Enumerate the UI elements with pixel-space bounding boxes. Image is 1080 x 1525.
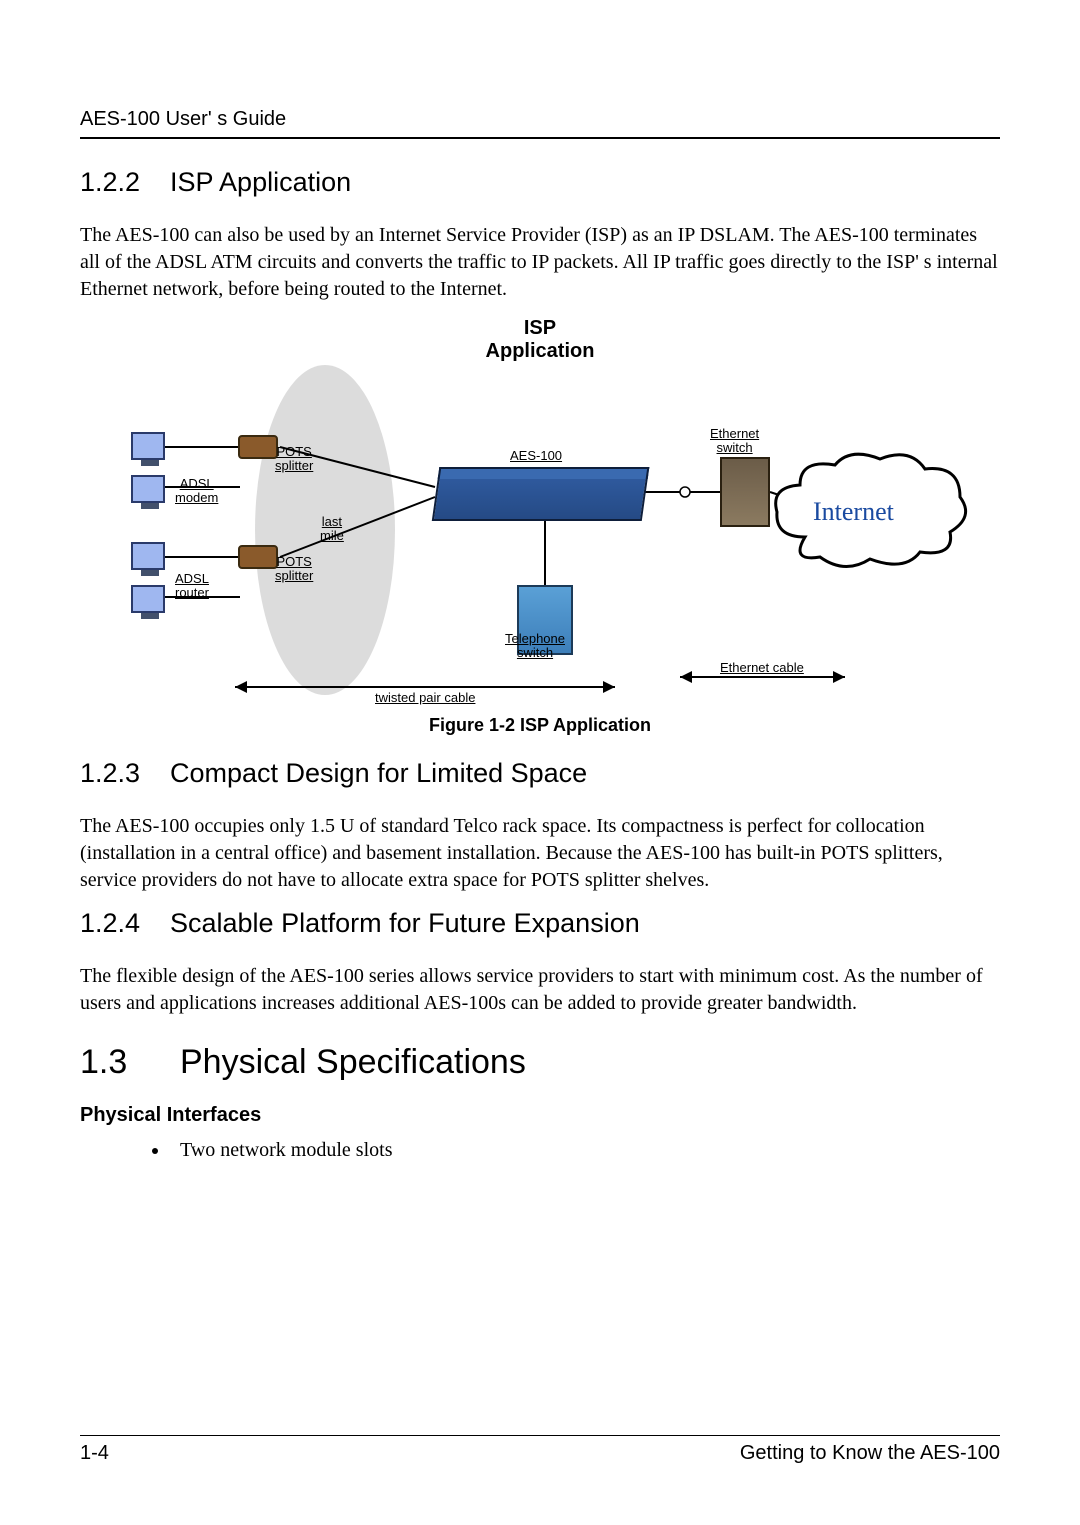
- label-pots-splitter-1: POTSsplitter: [275, 445, 313, 472]
- label-twisted-pair: twisted pair cable: [375, 691, 475, 705]
- pc-icon: [131, 475, 165, 503]
- para-1-2-4: The flexible design of the AES-100 serie…: [80, 963, 1000, 1017]
- heading-number: 1.3: [80, 1043, 180, 1082]
- label-aes-100: AES-100: [510, 449, 562, 463]
- label-pots-splitter-2: POTSsplitter: [275, 555, 313, 582]
- heading-1-2-3: 1.2.3Compact Design for Limited Space: [80, 758, 1000, 789]
- label-last-mile: lastmile: [320, 515, 344, 542]
- label-ethernet-switch: Ethernetswitch: [710, 427, 759, 454]
- heading-number: 1.2.3: [80, 758, 170, 789]
- heading-number: 1.2.2: [80, 167, 170, 198]
- heading-1-2-4: 1.2.4Scalable Platform for Future Expans…: [80, 908, 1000, 939]
- label-telephone-switch: Telephoneswitch: [505, 632, 565, 659]
- internet-label: Internet: [813, 497, 894, 527]
- aes-100-device-icon: [432, 475, 648, 521]
- figure-1-2-caption: Figure 1-2 ISP Application: [80, 715, 1000, 736]
- pc-icon: [131, 585, 165, 613]
- heading-physical-interfaces: Physical Interfaces: [80, 1104, 1000, 1127]
- heading-text: ISP Application: [170, 167, 351, 197]
- physical-interfaces-list: Two network module slots: [170, 1139, 1000, 1162]
- heading-text: Scalable Platform for Future Expansion: [170, 908, 640, 938]
- figure-1-2: ISP Application: [80, 317, 1000, 707]
- pots-splitter-icon: [238, 545, 278, 569]
- label-adsl-router: ADSLrouter: [175, 572, 209, 599]
- footer-chapter-title: Getting to Know the AES-100: [740, 1442, 1000, 1465]
- heading-number: 1.2.4: [80, 908, 170, 939]
- ethernet-switch-icon: [720, 457, 770, 527]
- pots-splitter-icon: [238, 435, 278, 459]
- para-1-2-3: The AES-100 occupies only 1.5 U of stand…: [80, 813, 1000, 894]
- heading-1-2-2: 1.2.2ISP Application: [80, 167, 1000, 198]
- heading-text: Compact Design for Limited Space: [170, 758, 587, 788]
- heading-1-3: 1.3Physical Specifications: [80, 1043, 1000, 1082]
- isp-application-diagram: ISP Application: [125, 317, 955, 707]
- page-footer: 1-4 Getting to Know the AES-100: [80, 1435, 1000, 1465]
- footer-page-number: 1-4: [80, 1442, 109, 1465]
- pc-icon: [131, 432, 165, 460]
- label-adsl-modem: ADSLmodem: [175, 477, 218, 504]
- doc-header: AES-100 User' s Guide: [80, 108, 1000, 139]
- list-item: Two network module slots: [170, 1139, 1000, 1162]
- label-ethernet-cable: Ethernet cable: [720, 661, 804, 675]
- pc-icon: [131, 542, 165, 570]
- heading-text: Physical Specifications: [180, 1043, 526, 1081]
- para-1-2-2: The AES-100 can also be used by an Inter…: [80, 222, 1000, 303]
